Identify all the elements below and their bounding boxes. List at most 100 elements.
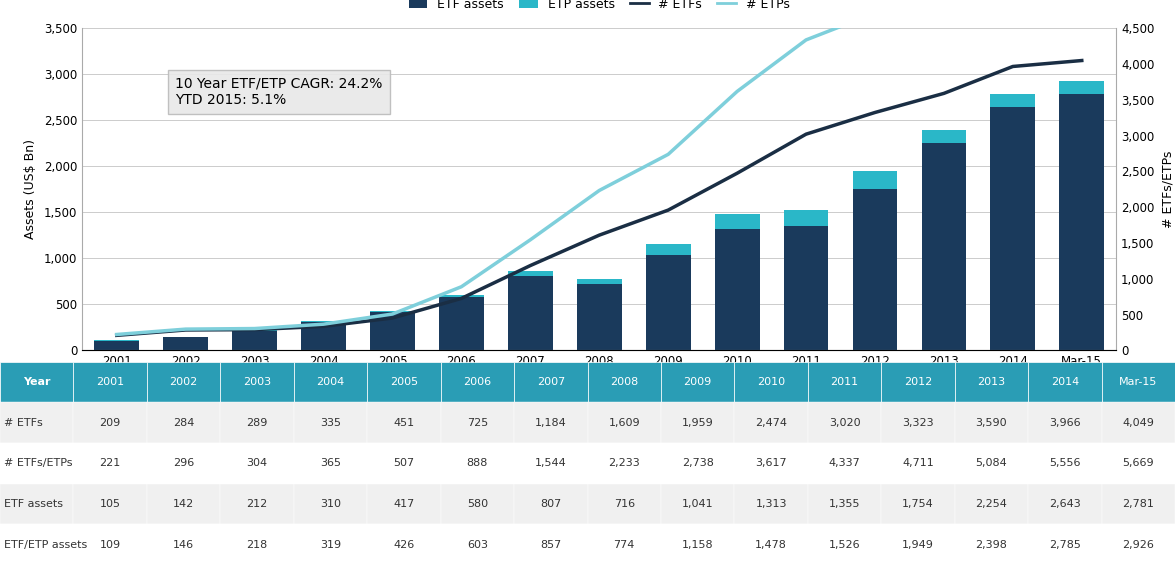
FancyBboxPatch shape <box>808 524 881 565</box>
FancyBboxPatch shape <box>1028 443 1102 484</box>
Bar <box>370 311 415 312</box>
Text: 5,556: 5,556 <box>1049 458 1081 468</box>
Text: 603: 603 <box>466 540 488 550</box>
FancyBboxPatch shape <box>1102 524 1175 565</box>
FancyBboxPatch shape <box>147 402 221 443</box>
Text: 2,643: 2,643 <box>1049 499 1081 509</box>
Bar <box>577 279 622 284</box>
Text: 2008: 2008 <box>610 377 638 387</box>
FancyBboxPatch shape <box>881 524 954 565</box>
FancyBboxPatch shape <box>660 362 734 402</box>
FancyBboxPatch shape <box>0 362 73 402</box>
FancyBboxPatch shape <box>588 402 660 443</box>
FancyBboxPatch shape <box>515 443 588 484</box>
FancyBboxPatch shape <box>221 524 294 565</box>
FancyBboxPatch shape <box>515 484 588 524</box>
Bar <box>714 229 759 350</box>
Text: 725: 725 <box>466 418 488 428</box>
FancyBboxPatch shape <box>0 524 73 565</box>
Text: 2009: 2009 <box>684 377 712 387</box>
FancyBboxPatch shape <box>954 443 1028 484</box>
Text: 2,474: 2,474 <box>756 418 787 428</box>
FancyBboxPatch shape <box>294 484 367 524</box>
Text: 1,949: 1,949 <box>902 540 934 550</box>
Text: 1,041: 1,041 <box>682 499 713 509</box>
FancyBboxPatch shape <box>660 524 734 565</box>
Text: Mar-15: Mar-15 <box>1119 377 1157 387</box>
FancyBboxPatch shape <box>221 402 294 443</box>
FancyBboxPatch shape <box>1102 484 1175 524</box>
Bar <box>233 331 277 350</box>
Text: 2,926: 2,926 <box>1122 540 1154 550</box>
FancyBboxPatch shape <box>73 362 147 402</box>
Text: 10 Year ETF/ETP CAGR: 24.2%
YTD 2015: 5.1%: 10 Year ETF/ETP CAGR: 24.2% YTD 2015: 5.… <box>175 77 383 107</box>
FancyBboxPatch shape <box>954 524 1028 565</box>
Text: 2014: 2014 <box>1050 377 1079 387</box>
Text: 2,785: 2,785 <box>1049 540 1081 550</box>
FancyBboxPatch shape <box>660 402 734 443</box>
FancyBboxPatch shape <box>441 484 515 524</box>
Text: 1,478: 1,478 <box>756 540 787 550</box>
FancyBboxPatch shape <box>808 362 881 402</box>
Bar <box>921 143 966 350</box>
Text: 2,738: 2,738 <box>682 458 713 468</box>
Text: 1,184: 1,184 <box>535 418 566 428</box>
Bar <box>853 189 898 350</box>
FancyBboxPatch shape <box>367 524 441 565</box>
FancyBboxPatch shape <box>734 484 808 524</box>
Text: 2001: 2001 <box>96 377 125 387</box>
FancyBboxPatch shape <box>147 362 221 402</box>
Bar <box>991 107 1035 350</box>
Text: 335: 335 <box>320 418 341 428</box>
Text: 2010: 2010 <box>757 377 785 387</box>
Bar <box>921 129 966 143</box>
Text: 3,323: 3,323 <box>902 418 934 428</box>
FancyBboxPatch shape <box>367 484 441 524</box>
FancyBboxPatch shape <box>660 443 734 484</box>
Bar <box>1060 94 1104 350</box>
Y-axis label: # ETFs/ETPs: # ETFs/ETPs <box>1161 151 1175 228</box>
Text: 2,254: 2,254 <box>975 499 1007 509</box>
FancyBboxPatch shape <box>1028 484 1102 524</box>
Text: 2003: 2003 <box>243 377 271 387</box>
FancyBboxPatch shape <box>954 362 1028 402</box>
FancyBboxPatch shape <box>660 484 734 524</box>
Text: 218: 218 <box>247 540 268 550</box>
Bar <box>784 210 828 225</box>
Text: 716: 716 <box>613 499 634 509</box>
Text: 105: 105 <box>100 499 121 509</box>
FancyBboxPatch shape <box>1028 524 1102 565</box>
FancyBboxPatch shape <box>0 402 73 443</box>
Text: 451: 451 <box>394 418 415 428</box>
Text: 146: 146 <box>173 540 194 550</box>
Text: 5,669: 5,669 <box>1122 458 1154 468</box>
FancyBboxPatch shape <box>221 362 294 402</box>
Text: 3,590: 3,590 <box>975 418 1007 428</box>
Text: 221: 221 <box>100 458 121 468</box>
FancyBboxPatch shape <box>588 524 660 565</box>
Bar <box>508 276 552 350</box>
Text: Year: Year <box>24 377 51 387</box>
FancyBboxPatch shape <box>1028 402 1102 443</box>
Text: 857: 857 <box>540 540 562 550</box>
FancyBboxPatch shape <box>734 362 808 402</box>
Bar <box>784 225 828 350</box>
Text: 774: 774 <box>613 540 634 550</box>
Text: 2005: 2005 <box>390 377 418 387</box>
FancyBboxPatch shape <box>734 524 808 565</box>
Text: 2013: 2013 <box>978 377 1006 387</box>
Text: 284: 284 <box>173 418 194 428</box>
Bar <box>370 312 415 350</box>
FancyBboxPatch shape <box>367 443 441 484</box>
Bar <box>1060 81 1104 94</box>
Text: 417: 417 <box>394 499 415 509</box>
Bar <box>301 322 345 350</box>
FancyBboxPatch shape <box>881 402 954 443</box>
Text: ETF/ETP assets: ETF/ETP assets <box>4 540 87 550</box>
FancyBboxPatch shape <box>808 402 881 443</box>
Bar <box>853 171 898 189</box>
Bar <box>646 244 691 254</box>
FancyBboxPatch shape <box>294 524 367 565</box>
FancyBboxPatch shape <box>808 484 881 524</box>
Text: 2007: 2007 <box>537 377 565 387</box>
